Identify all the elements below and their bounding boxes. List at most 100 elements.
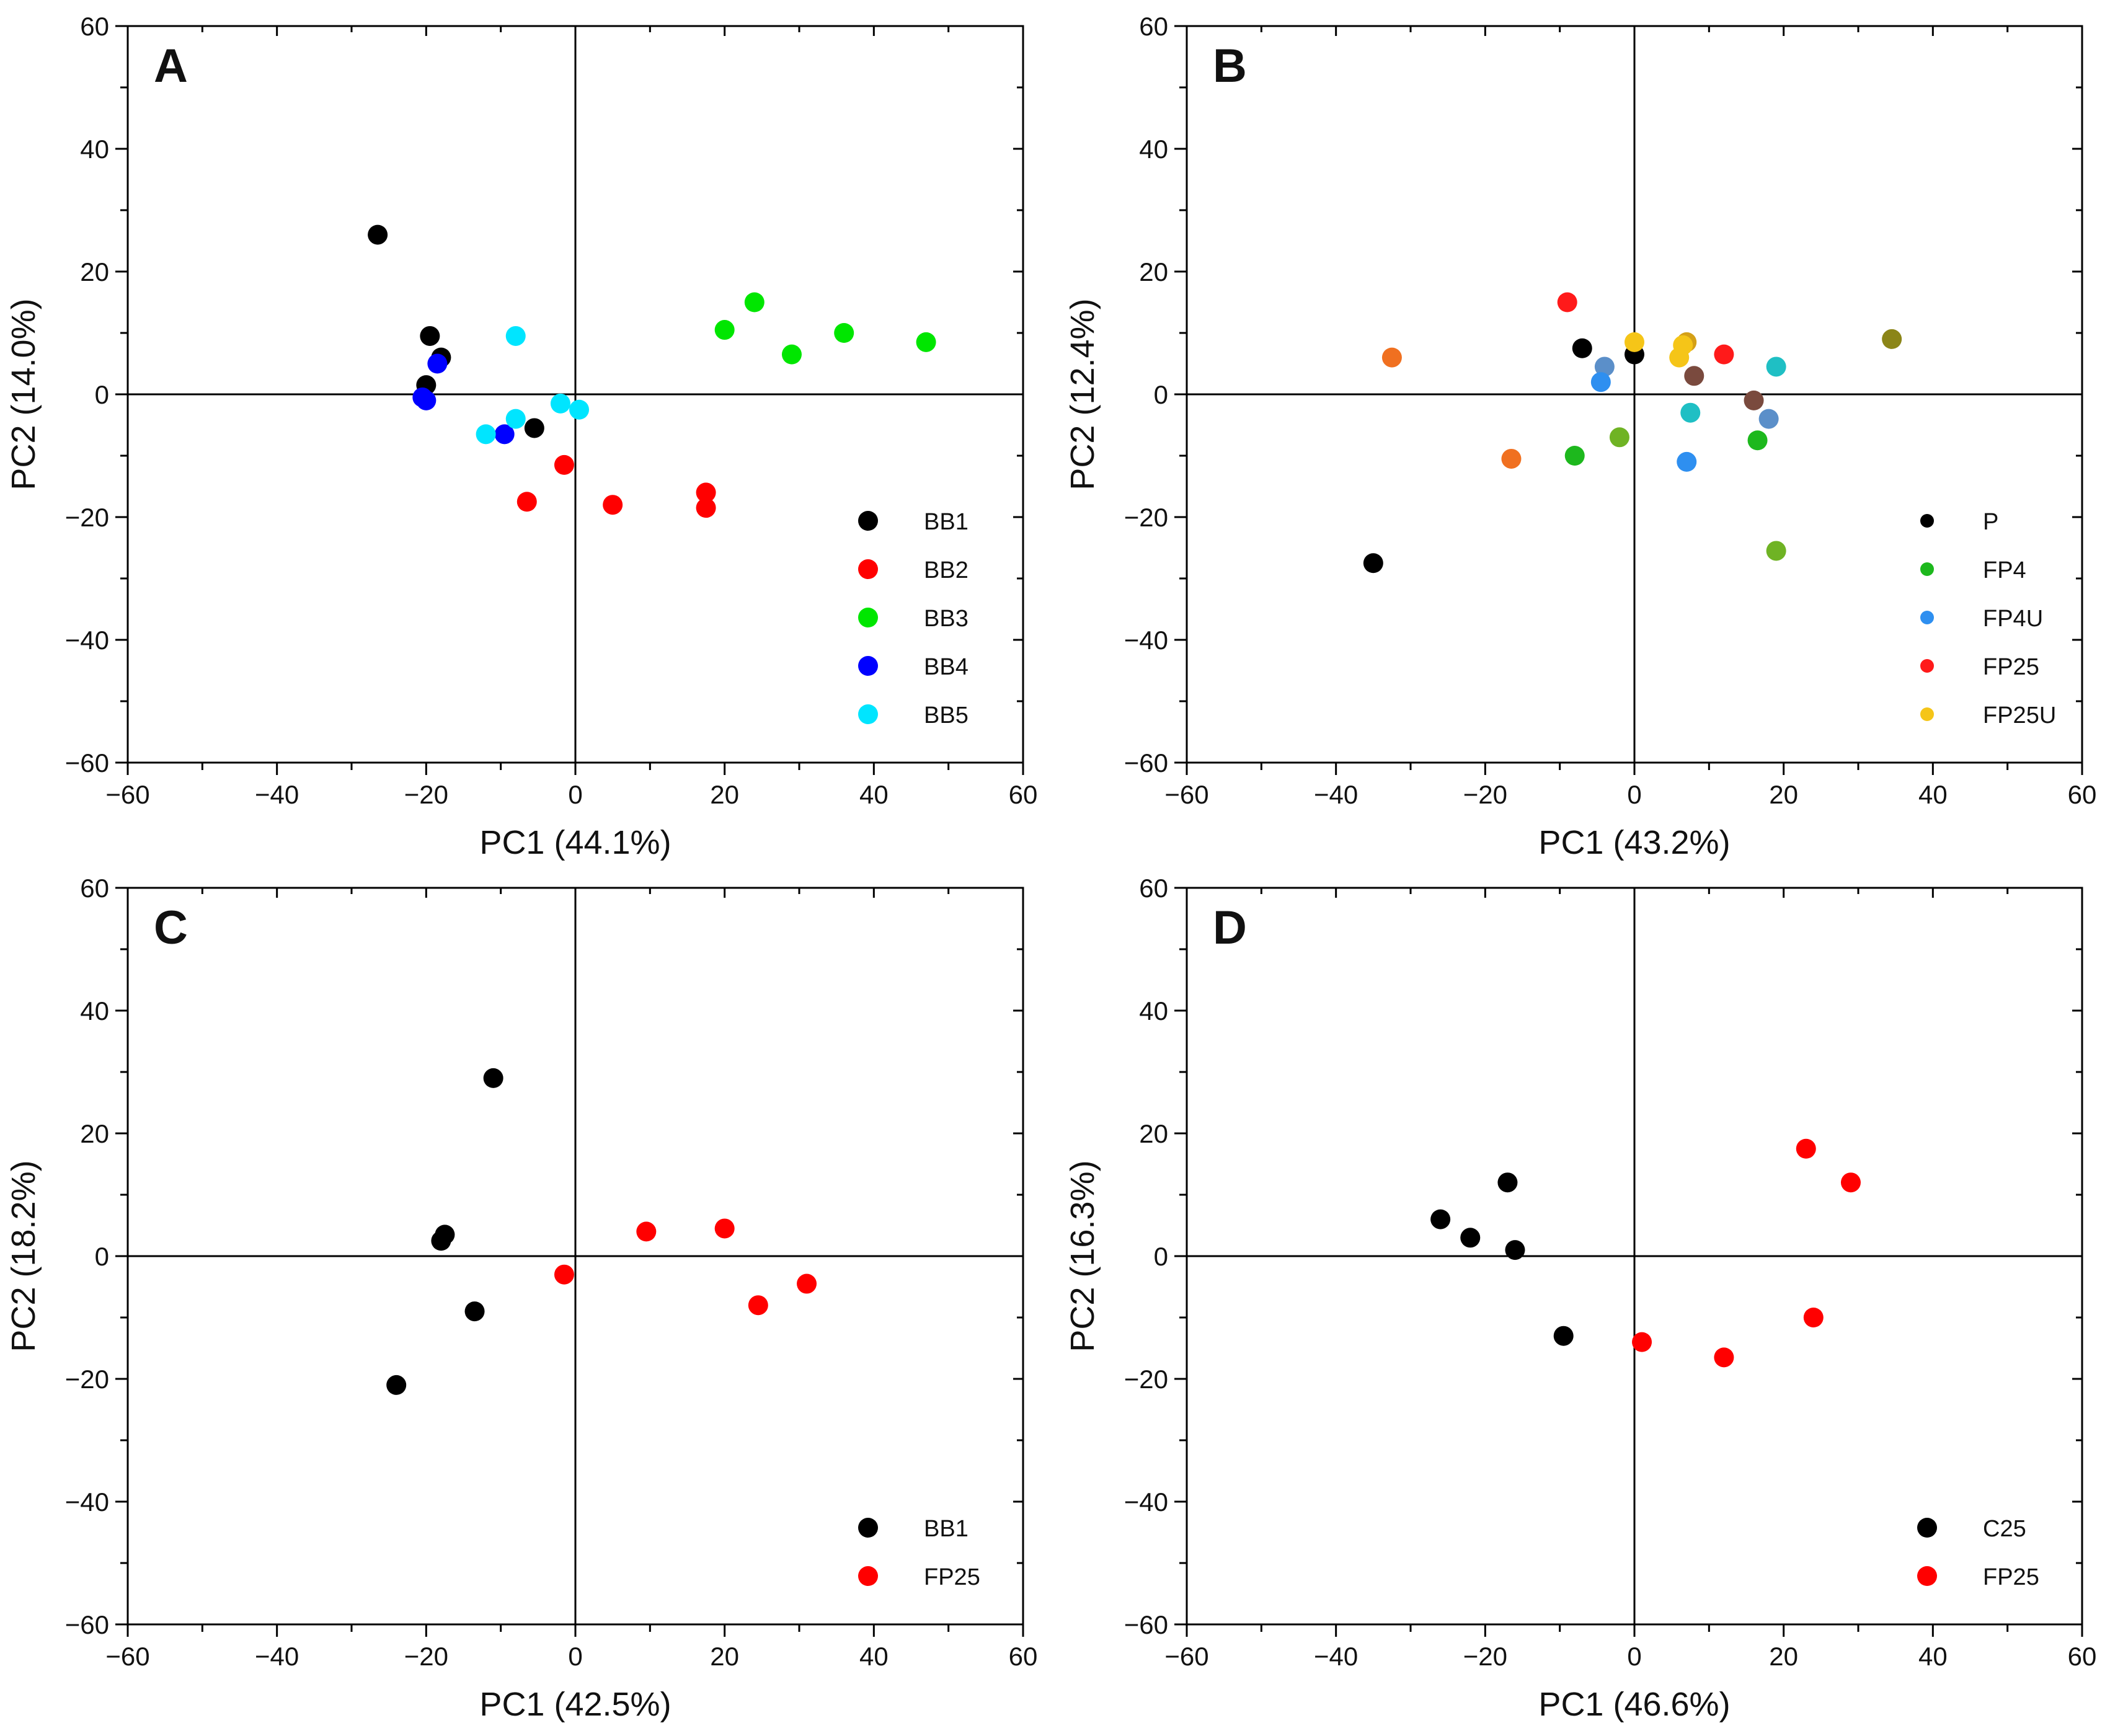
data-point-bb1 xyxy=(368,224,388,245)
data-point-unlabelled xyxy=(1594,356,1615,377)
data-point-fp4u xyxy=(1677,451,1697,472)
data-point-fp4 xyxy=(1747,430,1768,451)
data-point-unlabelled xyxy=(1882,329,1902,349)
x-tick-label: 60 xyxy=(1009,780,1038,809)
data-point-unlabelled xyxy=(1609,427,1629,448)
legend-label-bb1: BB1 xyxy=(924,509,969,535)
panel-letter: B xyxy=(1213,40,1247,92)
legend-label-fp25: FP25 xyxy=(1983,1564,2039,1590)
data-point-fp25 xyxy=(1803,1308,1824,1327)
y-tick-label: −60 xyxy=(65,748,109,777)
y-tick-label: 0 xyxy=(1154,1242,1168,1271)
x-tick-label: 40 xyxy=(859,1642,889,1671)
data-point-fp25 xyxy=(1632,1332,1652,1352)
data-point-bb2 xyxy=(696,498,716,518)
y-tick-label: 60 xyxy=(80,874,109,903)
y-tick-label: 0 xyxy=(1154,380,1168,409)
y-tick-label: 20 xyxy=(1139,1119,1168,1148)
x-tick-label: 0 xyxy=(1627,1642,1641,1671)
legend-marker-bb1 xyxy=(858,1518,878,1538)
x-tick-label: 40 xyxy=(1918,780,1948,809)
legend-label-fp25: FP25 xyxy=(1983,654,2039,680)
data-point-fp25 xyxy=(1714,344,1734,365)
y-tick-label: 60 xyxy=(1139,12,1168,41)
data-point-bb5 xyxy=(476,424,496,445)
x-tick-label: 60 xyxy=(1009,1642,1038,1671)
data-point-bb1 xyxy=(464,1301,485,1322)
data-point-unlabelled xyxy=(1501,448,1522,469)
data-point-c25 xyxy=(1505,1240,1525,1260)
data-point-unlabelled xyxy=(1766,356,1786,377)
y-tick-label: −20 xyxy=(65,503,109,532)
x-tick-label: 0 xyxy=(568,1642,582,1671)
data-point-fp25u xyxy=(1625,332,1644,352)
data-point-fp25 xyxy=(1557,292,1577,312)
y-tick-label: −60 xyxy=(1124,1610,1168,1639)
data-point-fp25 xyxy=(1796,1138,1816,1159)
legend-marker-bb1 xyxy=(858,511,878,531)
x-tick-label: 60 xyxy=(2068,780,2097,809)
y-tick-label: −40 xyxy=(65,1487,109,1517)
legend-marker-bb4 xyxy=(858,656,878,676)
x-axis-title: PC1 (44.1%) xyxy=(479,824,671,861)
data-point-unlabelled xyxy=(1758,409,1779,429)
data-point-unlabelled xyxy=(1744,390,1764,410)
data-point-p xyxy=(1363,553,1383,574)
data-point-c25 xyxy=(1460,1228,1481,1248)
data-point-bb4 xyxy=(427,353,448,374)
x-axis-title: PC1 (42.5%) xyxy=(479,1686,671,1723)
y-tick-label: 20 xyxy=(80,1119,109,1148)
legend-marker-fp4 xyxy=(1920,562,1934,576)
legend-marker-fp25 xyxy=(1920,659,1934,673)
x-tick-label: −60 xyxy=(1164,1642,1208,1671)
legend-label-p: P xyxy=(1983,509,1998,535)
legend-label-bb4: BB4 xyxy=(924,654,969,680)
legend-marker-bb3 xyxy=(858,608,878,627)
data-point-bb1 xyxy=(386,1375,407,1395)
legend-marker-fp25 xyxy=(1917,1566,1937,1586)
data-point-fp4 xyxy=(1564,446,1585,466)
y-tick-label: −20 xyxy=(1124,1365,1168,1394)
legend-label-c25: C25 xyxy=(1983,1516,2026,1542)
y-tick-label: −40 xyxy=(1124,1487,1168,1517)
y-axis-title: PC2 (18.2%) xyxy=(5,1160,42,1352)
data-point-bb5 xyxy=(505,326,526,346)
y-axis-title: PC2 (16.3%) xyxy=(1064,1160,1101,1352)
data-point-bb5 xyxy=(569,399,590,420)
legend-label-bb3: BB3 xyxy=(924,606,969,632)
legend-marker-fp4u xyxy=(1920,611,1934,624)
y-tick-label: 40 xyxy=(80,996,109,1025)
data-point-bb3 xyxy=(916,332,936,352)
legend-label-bb5: BB5 xyxy=(924,702,969,728)
y-tick-label: 20 xyxy=(80,257,109,286)
x-tick-label: 40 xyxy=(859,780,889,809)
data-point-bb1 xyxy=(483,1068,503,1088)
data-point-bb5 xyxy=(550,393,570,414)
y-tick-label: 40 xyxy=(1139,996,1168,1025)
y-tick-label: 60 xyxy=(1139,874,1168,903)
data-point-bb2 xyxy=(554,454,574,475)
y-tick-label: 0 xyxy=(95,380,109,409)
legend-label-bb1: BB1 xyxy=(924,1516,969,1542)
data-point-bb3 xyxy=(714,320,735,340)
x-tick-label: −20 xyxy=(1463,780,1507,809)
panel-a: −60 −40 −20 0 20 40 60 −60 −40 −20 0 20 40 60 PC1 (44.… xyxy=(5,12,1037,861)
data-point-c25 xyxy=(1430,1209,1451,1229)
x-axis-title: PC1 (43.2%) xyxy=(1538,824,1730,861)
panel-letter: A xyxy=(154,40,188,92)
data-point-fp25 xyxy=(797,1273,817,1294)
data-point-fp25u xyxy=(1669,347,1690,368)
legend-marker-fp25 xyxy=(858,1566,878,1586)
data-point-bb2 xyxy=(603,495,623,515)
data-point-fp25 xyxy=(748,1295,768,1316)
data-point-bb1 xyxy=(420,326,440,346)
y-tick-label: −60 xyxy=(65,1610,109,1639)
panel-letter: C xyxy=(154,901,188,954)
data-point-bb1 xyxy=(524,418,544,438)
data-point-unlabelled xyxy=(1680,402,1701,423)
x-tick-label: 20 xyxy=(710,780,739,809)
y-tick-label: 40 xyxy=(1139,135,1168,164)
data-point-bb2 xyxy=(696,482,716,503)
data-point-fp25 xyxy=(1840,1172,1861,1193)
